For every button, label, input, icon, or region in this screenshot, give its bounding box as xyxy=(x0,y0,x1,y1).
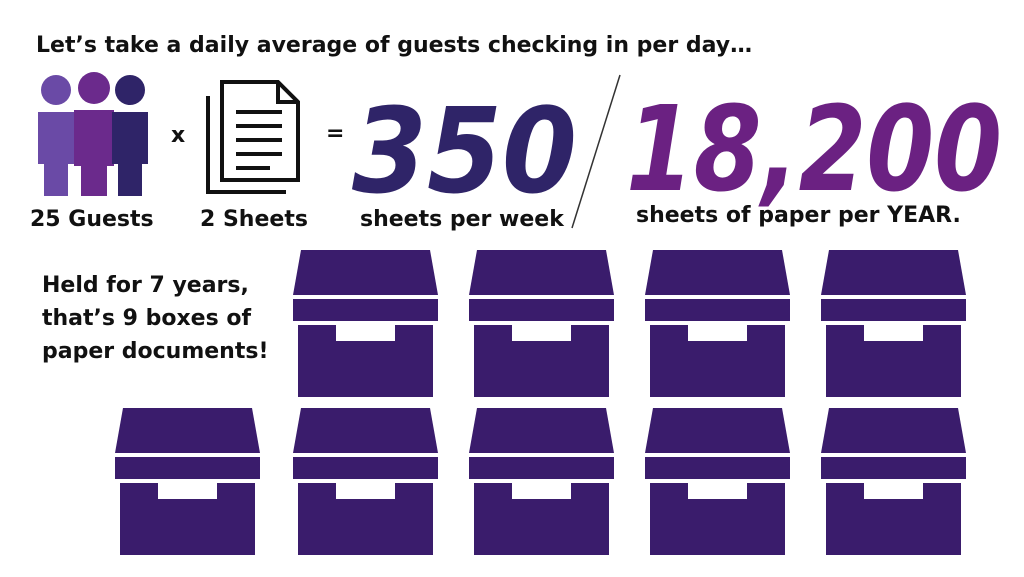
archive-box xyxy=(821,408,966,555)
title: Let’s take a daily average of guests che… xyxy=(36,33,752,58)
retention-line: Held for 7 years, xyxy=(42,273,249,298)
divider xyxy=(571,74,621,229)
archive-box xyxy=(821,250,966,397)
sheets-label: 2 Sheets xyxy=(200,207,308,232)
retention-line: that’s 9 boxes of xyxy=(42,306,251,331)
guests-label: 25 Guests xyxy=(30,207,154,232)
archive-box xyxy=(469,250,614,397)
yearly-value: 18,200 xyxy=(626,80,1002,218)
retention-line: paper documents! xyxy=(42,339,269,364)
weekly-value: 350 xyxy=(352,82,577,220)
yearly-caption: sheets of paper per YEAR. xyxy=(636,203,961,228)
archive-box xyxy=(293,250,438,397)
equals-sign: = xyxy=(326,121,344,146)
times-sign: x xyxy=(171,123,185,148)
archive-box xyxy=(645,408,790,555)
weekly-caption: sheets per week xyxy=(360,207,565,232)
people-icon xyxy=(38,72,148,196)
archive-box xyxy=(469,408,614,555)
archive-box xyxy=(293,408,438,555)
archive-box xyxy=(645,250,790,397)
document-icon xyxy=(206,80,300,194)
archive-box xyxy=(115,408,260,555)
